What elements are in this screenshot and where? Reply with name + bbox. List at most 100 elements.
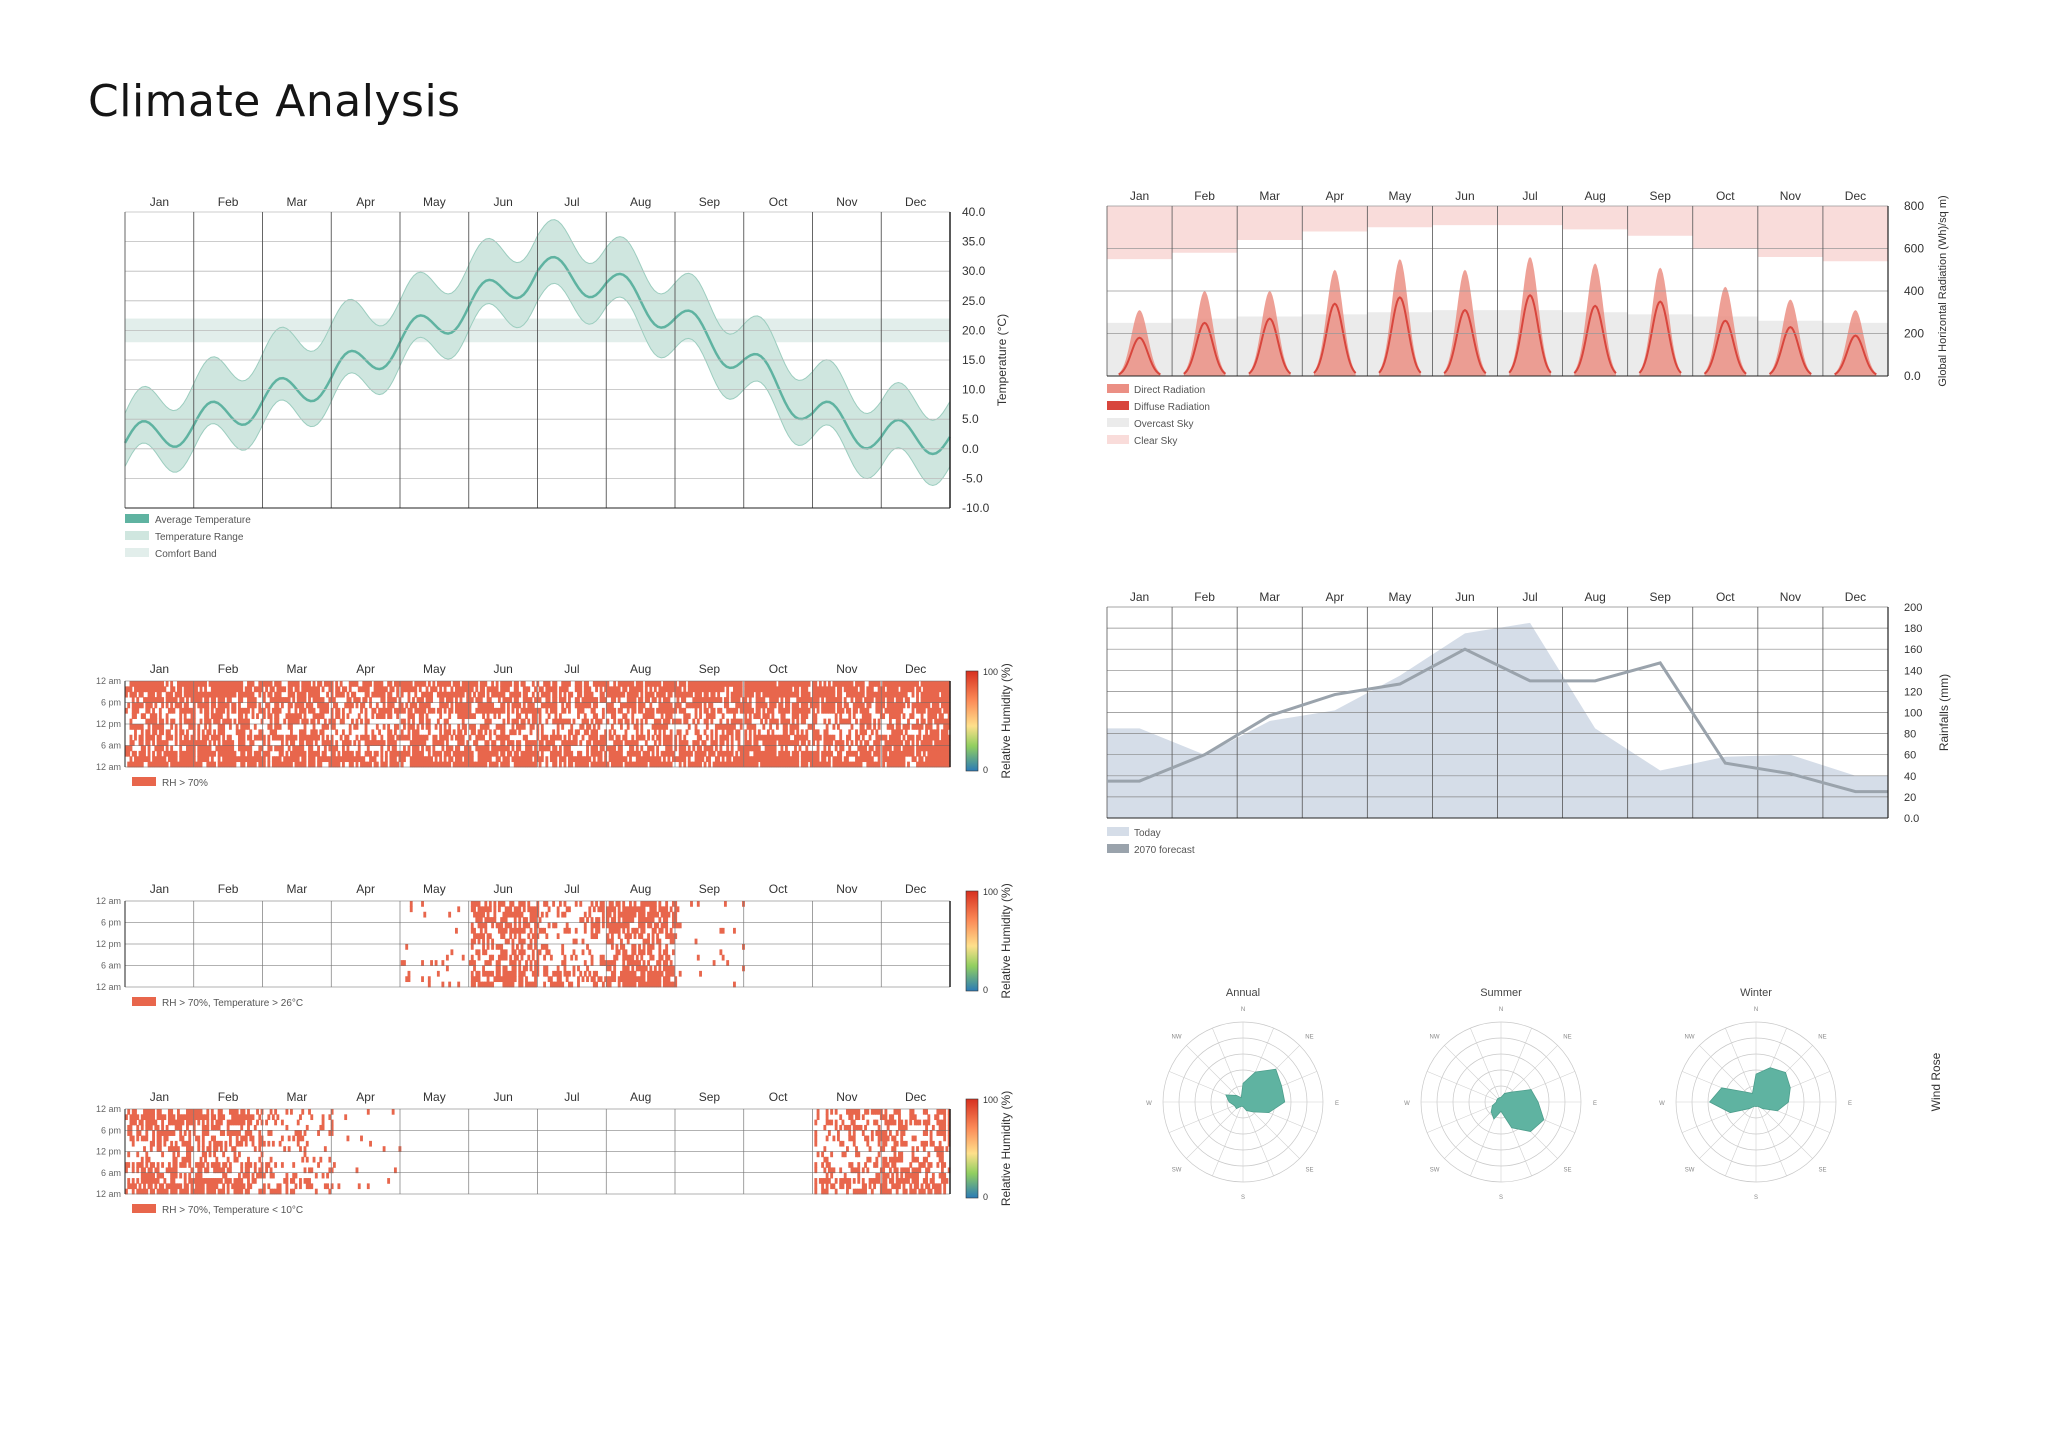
rh-cell xyxy=(204,750,207,757)
rh-cell xyxy=(509,681,513,687)
rh-cell xyxy=(149,691,153,698)
rh-cell xyxy=(421,718,424,725)
rh-cell xyxy=(283,718,287,725)
rh-cell xyxy=(233,756,237,763)
rh-cell xyxy=(326,724,330,730)
rh-cell xyxy=(500,761,504,768)
rh-cell xyxy=(477,729,481,736)
rh-cell xyxy=(299,745,302,752)
rh-cell xyxy=(595,718,598,725)
rh-cell xyxy=(317,697,320,703)
rh-cell xyxy=(127,702,131,709)
rh-cell xyxy=(527,745,531,752)
rh-cell xyxy=(918,686,922,693)
rh-cell xyxy=(764,734,768,741)
rh-cell xyxy=(247,750,250,757)
rh-cell xyxy=(226,756,230,763)
rh-cell xyxy=(134,750,137,757)
rh-cell xyxy=(403,681,406,687)
rh-cell xyxy=(764,740,768,746)
rh-cell xyxy=(726,718,730,725)
rh-cell xyxy=(861,750,865,757)
rh-cell xyxy=(671,707,675,714)
rh-cell xyxy=(827,734,831,741)
rh-cell xyxy=(631,740,635,746)
rh-cell xyxy=(269,718,273,725)
rh-cell xyxy=(470,954,474,961)
rh-cell xyxy=(943,697,947,703)
rh-cell xyxy=(269,713,273,720)
rh-cell xyxy=(574,954,578,961)
rh-cell xyxy=(249,681,253,687)
rh-cell xyxy=(839,707,843,714)
rh-cell xyxy=(800,740,804,746)
rh-cell xyxy=(319,707,323,714)
rh-cell xyxy=(224,686,228,693)
rh-cell xyxy=(506,681,510,687)
rh-cell xyxy=(362,681,366,687)
rh-cell xyxy=(500,949,504,956)
rh-cell xyxy=(301,702,305,709)
rh-cell xyxy=(219,697,223,703)
rh-cell xyxy=(147,745,151,752)
rh-cell xyxy=(269,681,273,687)
rh-cell xyxy=(891,713,895,720)
rh-cell xyxy=(488,917,492,923)
rh-cell xyxy=(445,681,449,687)
rh-cell xyxy=(827,681,831,687)
rh-cell xyxy=(199,740,203,746)
rh-cell xyxy=(818,734,822,741)
rh-cell xyxy=(312,750,316,757)
rh-cell xyxy=(493,745,497,752)
temperature-y-axis-label: Temperature (°C) xyxy=(995,314,1009,406)
rh-cell xyxy=(622,949,626,956)
rh-cell xyxy=(570,750,574,757)
rh-cell xyxy=(904,729,908,736)
rh-cell xyxy=(170,702,174,709)
rh-cell xyxy=(606,911,610,918)
rh-cell xyxy=(332,718,336,725)
rh-cell xyxy=(484,740,488,746)
rh-cell xyxy=(622,960,626,966)
rh-cell xyxy=(154,1178,158,1184)
rh-cell xyxy=(719,681,723,687)
rh-cell xyxy=(898,713,901,720)
rh-cell xyxy=(563,911,567,918)
rh-cell xyxy=(509,981,513,988)
rh-cell xyxy=(522,691,526,698)
rh-cell xyxy=(780,707,784,714)
rh-cell xyxy=(570,954,574,961)
rh-cell xyxy=(233,702,237,709)
rh-cell xyxy=(787,702,791,709)
rh-cell xyxy=(590,933,594,940)
rh-cell xyxy=(943,707,947,714)
rh-cell xyxy=(240,697,244,703)
rh-cell xyxy=(676,686,680,693)
rh-cell xyxy=(730,745,734,752)
rh-cell xyxy=(574,681,578,687)
rh-cell xyxy=(669,734,673,741)
rh-cell xyxy=(590,917,594,923)
rh-cell xyxy=(748,686,752,693)
rh-cell xyxy=(782,686,786,693)
rh-cell xyxy=(192,702,196,709)
rh-cell xyxy=(477,756,481,763)
rh-cell xyxy=(217,718,221,725)
rh-cell xyxy=(814,702,818,709)
rh-cell xyxy=(902,681,906,687)
rh-cell xyxy=(247,707,250,714)
rh-cell xyxy=(649,756,653,763)
rh-cell xyxy=(606,965,610,972)
rh-cell xyxy=(565,745,569,752)
rh-cell xyxy=(154,702,158,709)
rh-cell xyxy=(310,718,314,725)
rh-cell xyxy=(303,734,307,741)
rh-cell xyxy=(604,761,608,768)
rh-cell xyxy=(382,724,386,730)
rh-cell xyxy=(265,750,268,757)
rh-cell xyxy=(448,697,452,703)
rh-cell xyxy=(644,965,648,972)
rh-cell xyxy=(780,702,784,709)
rh-cell xyxy=(271,707,275,714)
rh-cell xyxy=(929,691,933,698)
